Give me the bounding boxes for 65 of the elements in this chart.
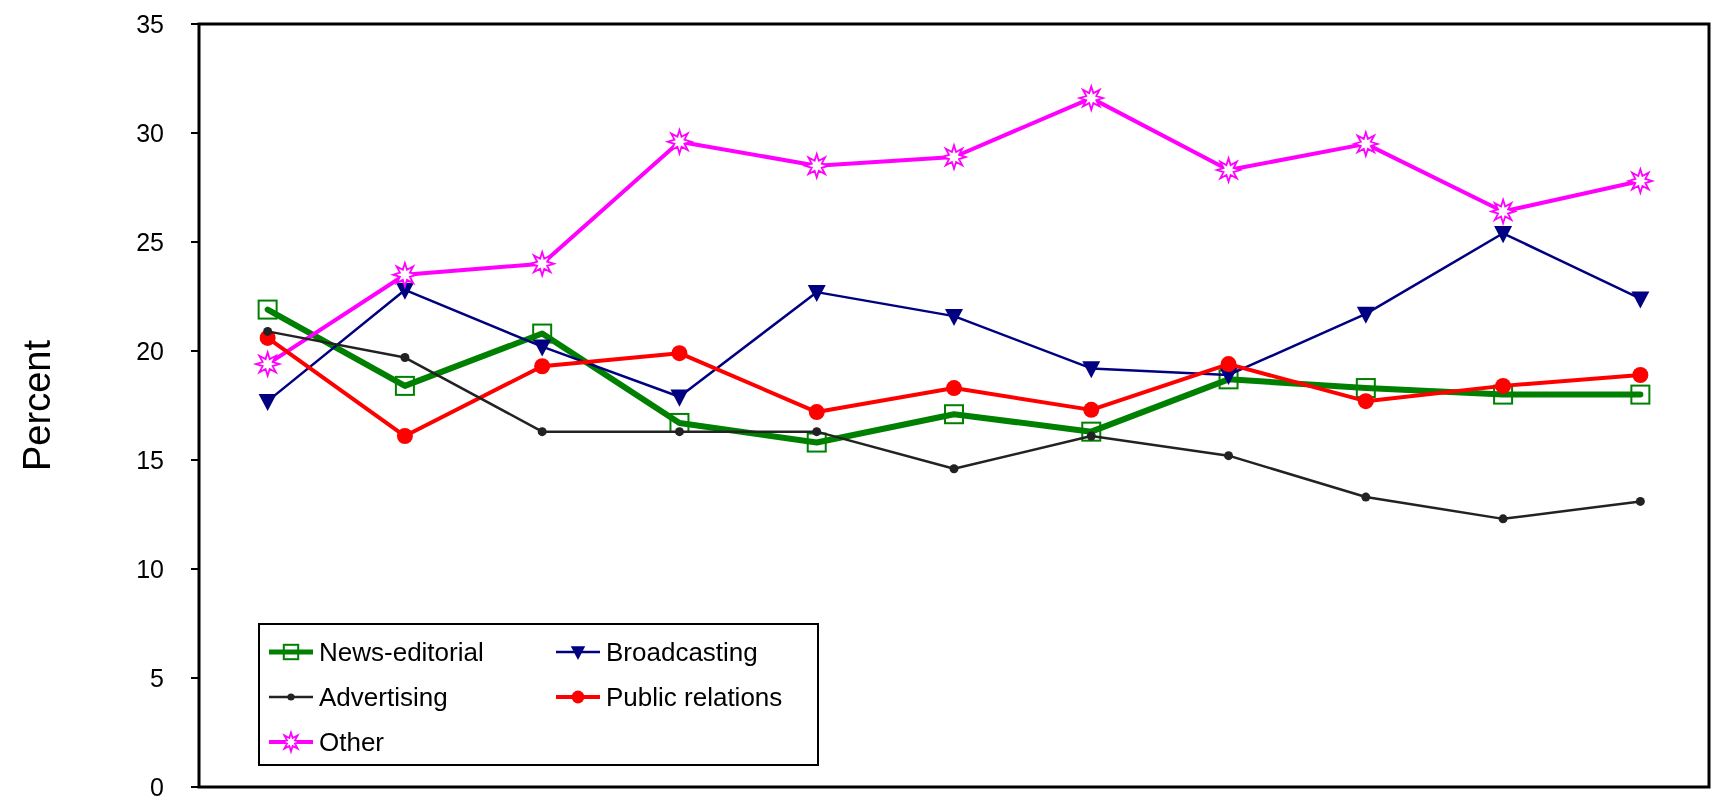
point — [807, 284, 826, 303]
point — [949, 464, 959, 474]
point — [255, 351, 281, 377]
point — [1495, 377, 1512, 394]
point — [806, 432, 827, 453]
y-tick-label: 30 — [136, 118, 164, 147]
point — [808, 404, 825, 421]
point — [946, 380, 962, 397]
point — [669, 412, 690, 433]
y-tick-label: 15 — [136, 445, 164, 474]
legend-label: News-editorial — [319, 637, 484, 668]
point — [400, 353, 410, 363]
point — [1082, 361, 1101, 379]
point — [1224, 451, 1234, 461]
y-tick-label: 20 — [136, 336, 164, 365]
point — [390, 260, 419, 290]
point — [1361, 492, 1371, 502]
point — [1635, 496, 1645, 506]
point — [1083, 401, 1100, 418]
point — [533, 339, 552, 357]
point — [1356, 306, 1375, 324]
point — [1630, 384, 1651, 405]
point — [671, 345, 688, 362]
point — [1493, 384, 1514, 405]
point — [394, 375, 415, 396]
point — [1632, 366, 1649, 383]
point — [1081, 421, 1102, 442]
point — [670, 389, 689, 407]
point — [802, 151, 830, 181]
point — [1351, 129, 1381, 159]
point — [674, 427, 684, 437]
point — [1494, 226, 1513, 244]
point — [664, 127, 694, 157]
point — [257, 299, 278, 320]
point — [532, 323, 553, 344]
legend-label: Public relations — [606, 682, 783, 713]
y-tick-label: 25 — [136, 227, 164, 256]
y-tick-label: 10 — [136, 554, 164, 583]
point — [534, 358, 551, 375]
point — [1490, 198, 1516, 225]
legend-label: Advertising — [319, 682, 448, 713]
point — [945, 308, 963, 327]
y-axis-title: Percent — [16, 339, 58, 471]
point — [944, 404, 964, 425]
y-tick-label: 0 — [150, 772, 164, 801]
point — [1498, 514, 1508, 524]
y-tick-label: 35 — [136, 9, 164, 38]
point — [1355, 378, 1376, 399]
y-tick-label: 5 — [150, 663, 164, 692]
point — [812, 427, 822, 437]
point — [1220, 356, 1237, 373]
point — [529, 249, 557, 279]
point — [1631, 291, 1650, 309]
point — [537, 427, 547, 437]
point — [263, 326, 273, 336]
point — [941, 144, 967, 170]
point — [1076, 83, 1106, 113]
legend-label: Broadcasting — [606, 637, 758, 668]
point — [1627, 168, 1653, 194]
point — [1215, 157, 1242, 183]
point — [396, 428, 413, 445]
point — [1357, 393, 1374, 410]
point — [258, 393, 277, 412]
legend-label: Other — [319, 727, 385, 758]
point — [1218, 369, 1239, 390]
